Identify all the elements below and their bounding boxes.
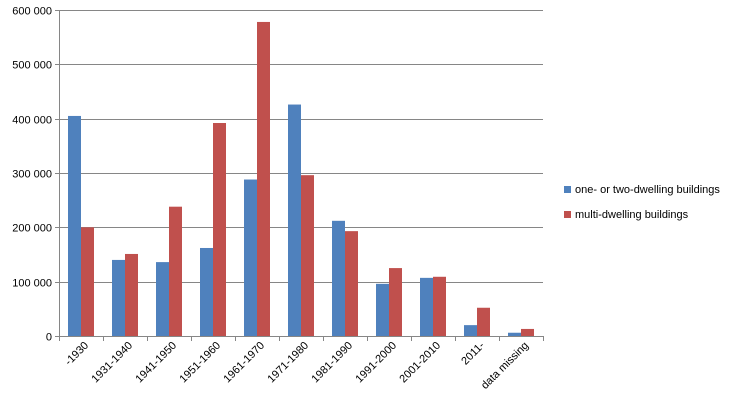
- x-tick-label: -1930: [63, 340, 91, 368]
- bar: [125, 253, 138, 336]
- bar: [200, 247, 213, 336]
- bar: [257, 21, 270, 336]
- bar: [288, 104, 301, 336]
- bar: [477, 307, 490, 336]
- x-tick-label: 2001-2010: [397, 340, 443, 386]
- y-tick-label: 200 000: [12, 223, 52, 235]
- x-tick-label: 1971-1980: [265, 340, 311, 386]
- y-tick-label: 600 000: [12, 6, 52, 18]
- y-tick-label: 500 000: [12, 60, 52, 72]
- axes: [59, 10, 543, 337]
- legend: one- or two-dwelling buildings multi-dwel…: [564, 184, 720, 221]
- x-tick-label: 1931-1940: [89, 340, 135, 386]
- bar: [433, 276, 446, 336]
- bar: [156, 262, 169, 336]
- legend-swatch: [564, 211, 571, 218]
- bar: [301, 175, 314, 336]
- x-tick-label: 2011-: [459, 339, 487, 367]
- bar: [464, 325, 477, 336]
- y-tick-label: 0: [46, 332, 52, 344]
- bars: [68, 21, 534, 336]
- x-tick-label: 1941-1950: [133, 340, 179, 386]
- x-tick-label: data missing: [479, 340, 531, 392]
- legend-label: multi-dwelling buildings: [575, 209, 689, 221]
- bar: [508, 332, 521, 336]
- bar: [332, 220, 345, 336]
- bar: [521, 328, 534, 336]
- bar: [389, 268, 402, 336]
- bar: [169, 206, 182, 336]
- bar: [420, 277, 433, 336]
- y-axis-ticks: 0 100 000 200 000 300 000 400 000 500 000 600 …: [12, 6, 59, 344]
- bar: [213, 123, 226, 336]
- x-tick-label: 1961-1970: [221, 340, 267, 386]
- bar: [244, 179, 257, 336]
- bar: [376, 283, 389, 336]
- bar: [112, 259, 125, 336]
- bar: [81, 227, 94, 336]
- x-tick-label: 1991-2000: [353, 340, 399, 386]
- y-tick-label: 400 000: [12, 115, 52, 127]
- legend-label: one- or two-dwelling buildings: [575, 184, 720, 196]
- x-tick-label: 1981-1990: [309, 340, 355, 386]
- y-tick-label: 100 000: [12, 278, 52, 290]
- bar: [68, 115, 81, 336]
- legend-swatch: [564, 186, 571, 193]
- x-axis-ticks: -19301931-19401941-19501951-19601961-197…: [59, 336, 544, 392]
- y-tick-label: 300 000: [12, 169, 52, 181]
- bar: [345, 231, 358, 336]
- x-tick-label: 1951-1960: [177, 340, 223, 386]
